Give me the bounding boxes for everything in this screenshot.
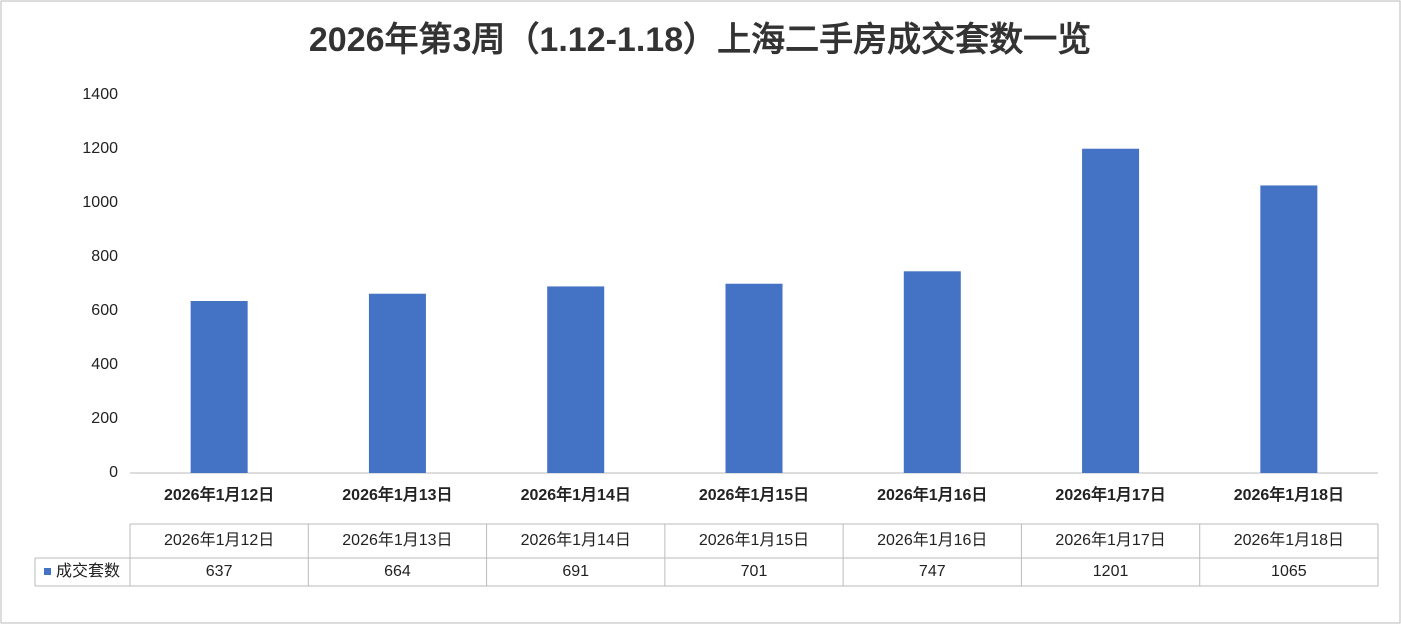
table-value: 637 [206,563,233,580]
bar [903,271,961,473]
table-value: 691 [562,563,589,580]
legend-label: 成交套数 [56,562,120,580]
table-header: 2026年1月13日 [342,531,452,549]
x-tick-label: 2026年1月13日 [342,485,452,504]
x-tick-label: 2026年1月14日 [521,485,631,504]
y-tick-label: 1400 [82,86,118,103]
chart-title: 2026年第3周（1.12-1.18）上海二手房成交套数一览 [309,20,1091,59]
table-header: 2026年1月17日 [1055,531,1165,549]
table-value: 1065 [1271,563,1307,580]
table-header: 2026年1月18日 [1234,531,1344,549]
y-tick-label: 200 [91,410,118,427]
x-tick-label: 2026年1月17日 [1055,485,1165,504]
table-value: 1201 [1093,563,1129,580]
table-header: 2026年1月15日 [699,531,809,549]
y-tick-label: 1200 [82,140,118,157]
table-value: 664 [384,563,411,580]
legend-key [44,568,51,575]
bar [547,286,605,473]
table-header: 2026年1月12日 [164,531,274,549]
x-tick-label: 2026年1月18日 [1234,485,1344,504]
x-tick-label: 2026年1月16日 [877,485,987,504]
y-tick-label: 0 [109,464,118,481]
bar [1082,148,1140,474]
table-value: 701 [741,563,768,580]
bar [1260,185,1318,473]
y-tick-label: 400 [91,356,118,373]
bar [368,293,426,473]
x-tick-label: 2026年1月12日 [164,485,274,504]
table-value: 747 [919,563,946,580]
table-header: 2026年1月16日 [877,531,987,549]
bar [190,301,248,473]
x-tick-label: 2026年1月15日 [699,485,809,504]
table-header: 2026年1月14日 [521,531,631,549]
y-tick-label: 800 [91,248,118,265]
y-tick-label: 600 [91,302,118,319]
y-tick-label: 1000 [82,194,118,211]
bar [725,283,783,473]
